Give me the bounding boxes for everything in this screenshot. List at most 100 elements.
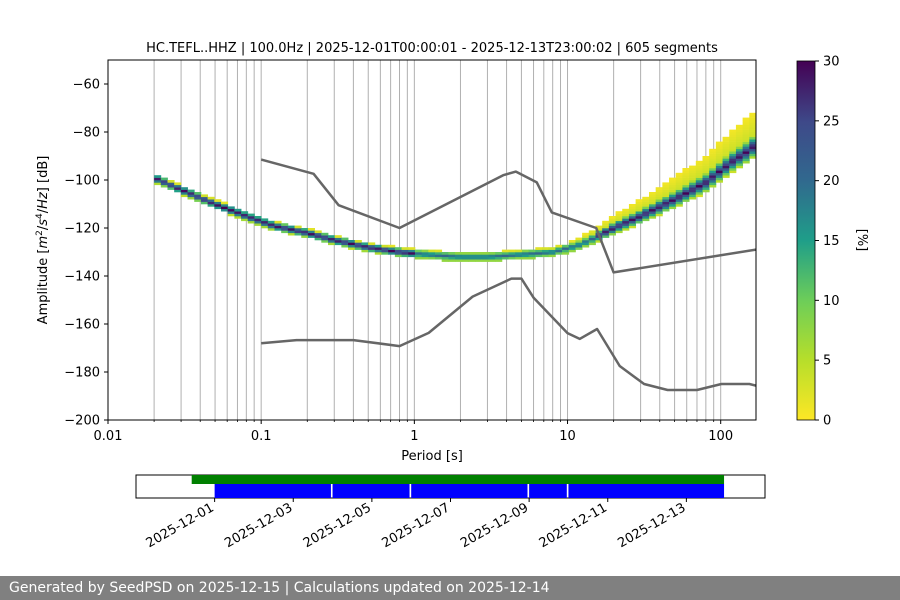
- heatmap-cell: [535, 247, 543, 250]
- heatmap-cell: [327, 240, 336, 243]
- psd-segment-bar: [411, 484, 528, 498]
- heatmap-cell: [180, 194, 188, 198]
- heatmap-cell: [341, 242, 349, 246]
- heatmap-cell: [655, 192, 663, 195]
- y-tick-label: −120: [64, 222, 100, 237]
- coverage-bars: [191, 475, 725, 498]
- heatmap-cell: [742, 132, 750, 135]
- heatmap-cell: [675, 194, 683, 198]
- heatmap-cell: [314, 232, 322, 236]
- heatmap-cell: [214, 201, 222, 205]
- heatmap-cell: [655, 187, 663, 190]
- heatmap-cell: [702, 177, 710, 181]
- heatmap-cell: [648, 201, 657, 205]
- heatmap-cell: [468, 254, 476, 258]
- heatmap-cell: [154, 175, 162, 178]
- heatmap-cell: [307, 232, 316, 236]
- heatmap-cell: [662, 196, 670, 200]
- heatmap-cell: [675, 172, 683, 176]
- heatmap-cell: [194, 192, 202, 195]
- heatmap-cell: [669, 192, 677, 195]
- heatmap-cell: [702, 180, 710, 183]
- heatmap-cell: [421, 252, 429, 255]
- heatmap-cell: [602, 232, 610, 236]
- heatmap-cell: [354, 247, 362, 250]
- heatmap-cell: [160, 180, 168, 183]
- heatmap-cell: [682, 175, 690, 178]
- heatmap-cell: [582, 242, 590, 246]
- heatmap-cell: [749, 134, 756, 138]
- grid-lines: [153, 60, 722, 420]
- heatmap-cell: [662, 187, 670, 190]
- heatmap-cell: [695, 170, 703, 174]
- heatmap-cell: [301, 235, 309, 238]
- heatmap-cell: [682, 168, 690, 171]
- y-tick-label: −140: [64, 270, 100, 285]
- y-tick-label: −160: [64, 318, 100, 333]
- heatmap-cell: [595, 230, 603, 234]
- heatmap-cell: [582, 232, 590, 236]
- heatmap-cell: [722, 146, 730, 150]
- heatmap-cell: [428, 252, 436, 255]
- heatmap-cell: [368, 244, 376, 248]
- heatmap-cell: [528, 249, 536, 253]
- heatmap-cell: [341, 240, 349, 243]
- heatmap-cell: [595, 240, 603, 243]
- heatmap-cell: [722, 156, 730, 159]
- heatmap-cell: [608, 218, 616, 222]
- heatmap-cell: [709, 175, 717, 178]
- heatmap-cell: [709, 182, 717, 186]
- heatmap-cell: [648, 196, 657, 200]
- heatmap-cell: [709, 151, 717, 154]
- heatmap-cell: [689, 189, 697, 193]
- y-axis-label: Amplitude [m2/s4/Hz] [dB]: [35, 156, 51, 325]
- heatmap-cell: [689, 172, 697, 176]
- heatmap-cell: [602, 225, 610, 229]
- heatmap-cell: [461, 252, 469, 255]
- heatmap-cell: [281, 225, 289, 229]
- heatmap-cell: [662, 192, 670, 195]
- heatmap-cell: [220, 204, 229, 207]
- heatmap-cell: [227, 208, 235, 212]
- heatmap-cell: [729, 146, 737, 150]
- heatmap-cell: [394, 247, 402, 250]
- heatmap-cell: [575, 242, 583, 246]
- heatmap-cell: [448, 259, 456, 262]
- heatmap-cell: [702, 172, 710, 176]
- heatmap-cell: [729, 170, 737, 174]
- heatmap-cell: [635, 206, 643, 210]
- date-tick-label: 2025-12-01: [144, 500, 217, 551]
- heatmap-cell: [515, 254, 523, 258]
- heatmap-cell: [749, 139, 756, 142]
- heatmap-cell: [548, 249, 556, 253]
- heatmap-cell: [515, 249, 523, 253]
- heatmap-cell: [682, 187, 690, 190]
- heatmap-cell: [267, 220, 275, 224]
- heatmap-cell: [160, 177, 168, 181]
- heatmap-cell: [642, 206, 650, 210]
- heatmap-cell: [334, 242, 342, 246]
- heatmap-cell: [588, 240, 596, 243]
- heatmap-cell: [455, 256, 463, 260]
- heatmap-cell: [715, 175, 723, 178]
- heatmap-cell: [461, 254, 469, 258]
- heatmap-cell: [735, 158, 744, 162]
- date-tick-label: 2025-12-05: [301, 500, 374, 551]
- heatmap-cell: [729, 132, 737, 135]
- heatmap-cell: [562, 249, 570, 253]
- heatmap-cell: [495, 256, 503, 260]
- heatmap-cell: [669, 189, 677, 193]
- heatmap-cell: [555, 247, 563, 250]
- heatmap-cell: [702, 184, 710, 188]
- colorbar-tick-label: 0: [823, 414, 831, 429]
- colorbar-label: [%]: [854, 229, 869, 252]
- heatmap-cell: [555, 252, 563, 255]
- heatmap-cell: [481, 256, 489, 260]
- heatmap-cell: [361, 249, 369, 253]
- heatmap-cell: [408, 249, 416, 253]
- heatmap-cell: [508, 254, 516, 258]
- heatmap-cell: [642, 211, 650, 214]
- heatmap-cell: [608, 230, 616, 234]
- heatmap-cell: [541, 252, 550, 255]
- heatmap-cell: [662, 199, 670, 202]
